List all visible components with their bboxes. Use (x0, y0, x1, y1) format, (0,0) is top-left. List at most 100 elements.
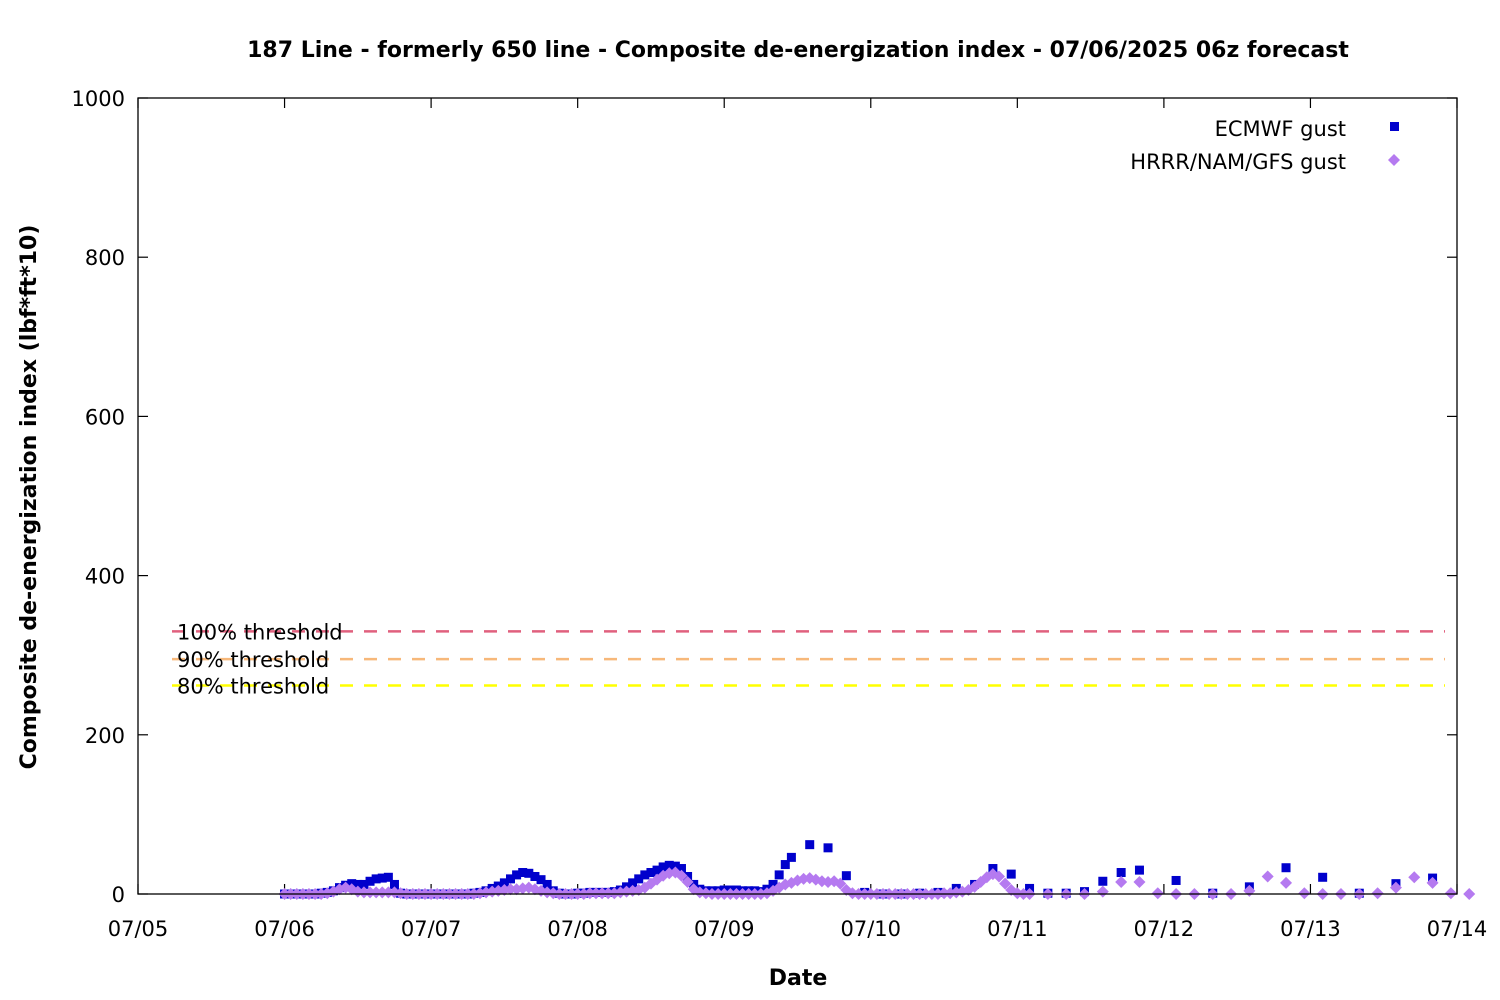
ecmwf-point (676, 864, 686, 874)
ecmwf-point (536, 875, 546, 885)
ecmwf-point (640, 870, 650, 880)
ecmwf-point (1006, 869, 1016, 879)
hrrr-point (376, 886, 389, 899)
y-tick-label: 200 (85, 724, 125, 748)
ecmwf-point (542, 879, 552, 889)
hrrr-point (596, 887, 609, 900)
hrrr-point (993, 870, 1006, 883)
y-tick-label: 400 (85, 565, 125, 589)
ecmwf-point (823, 843, 833, 853)
ecmwf-point (805, 840, 815, 850)
hrrr-point (999, 877, 1012, 890)
x-tick-label: 07/05 (108, 917, 169, 941)
hrrr-point (583, 887, 596, 900)
ecmwf-point (353, 879, 363, 889)
ecmwf-point (841, 871, 851, 881)
threshold-label: 80% threshold (177, 674, 329, 698)
hrrr-point (1115, 876, 1128, 889)
y-tick-label: 0 (112, 883, 125, 907)
ecmwf-point (1098, 876, 1108, 886)
hrrr-point (370, 886, 383, 899)
hrrr-point (1408, 871, 1421, 884)
ecmwf-point (664, 860, 674, 870)
hrrr-point (1444, 887, 1457, 900)
hrrr-point (1096, 885, 1109, 898)
hrrr-point (938, 887, 951, 900)
hrrr-point (675, 869, 688, 882)
ecmwf-point (658, 862, 668, 872)
y-tick-label: 1000 (72, 87, 125, 111)
x-tick-label: 07/07 (401, 917, 462, 941)
ecmwf-point (646, 868, 656, 878)
hrrr-point (602, 887, 615, 900)
chart-title: 187 Line - formerly 650 line - Composite… (247, 38, 1349, 63)
hrrr-point (1298, 887, 1311, 900)
ecmwf-point (505, 874, 515, 884)
hrrr-point (382, 886, 395, 899)
x-tick-label: 07/10 (841, 917, 902, 941)
ecmwf-point (383, 872, 393, 882)
ecmwf-point (768, 879, 778, 889)
ecmwf-point (780, 860, 790, 870)
y-tick-label: 600 (85, 405, 125, 429)
legend-marker-ecmwf (1390, 122, 1399, 131)
hrrr-point (1133, 876, 1146, 889)
ecmwf-point (628, 878, 638, 888)
ecmwf-point (1116, 868, 1126, 878)
hrrr-point (681, 876, 694, 889)
ecmwf-point (1281, 863, 1291, 873)
hrrr-point (589, 887, 602, 900)
y-tick-label: 800 (85, 246, 125, 270)
data-points (278, 840, 1476, 900)
hrrr-point (834, 877, 847, 890)
ecmwf-point (670, 861, 680, 871)
ecmwf-point (389, 879, 399, 889)
hrrr-point (504, 883, 517, 896)
x-tick-label: 07/14 (1427, 917, 1488, 941)
ecmwf-point (377, 873, 387, 883)
legend-label-hrrr: HRRR/NAM/GFS gust (1130, 150, 1346, 174)
x-tick-label: 07/06 (254, 917, 315, 941)
plot-frame (137, 97, 1458, 895)
x-tick-label: 07/13 (1280, 917, 1341, 941)
hrrr-point (1371, 887, 1384, 900)
ecmwf-point (359, 879, 369, 889)
x-axis-label: Date (769, 966, 828, 991)
ecmwf-point (1171, 875, 1181, 885)
x-tick-label: 07/11 (987, 917, 1048, 941)
x-tick-label: 07/08 (547, 917, 608, 941)
x-tick-label: 07/12 (1134, 917, 1195, 941)
hrrr-point (1261, 870, 1274, 883)
threshold-label: 100% threshold (177, 620, 343, 644)
legend-marker-hrrr (1388, 154, 1400, 166)
ecmwf-point (786, 852, 796, 862)
x-tick-label: 07/09 (694, 917, 755, 941)
legend-label-ecmwf: ECMWF gust (1215, 117, 1346, 141)
threshold-label: 90% threshold (177, 648, 329, 672)
ecmwf-point (530, 871, 540, 881)
hrrr-point (1426, 876, 1439, 889)
ecmwf-point (518, 868, 528, 878)
hrrr-point (1151, 887, 1164, 900)
ecmwf-point (1318, 872, 1328, 882)
hrrr-point (1463, 888, 1476, 900)
ecmwf-point (365, 876, 375, 886)
hrrr-point (357, 886, 370, 899)
hrrr-point (1280, 876, 1293, 889)
ecmwf-point (634, 874, 644, 884)
ecmwf-point (512, 870, 522, 880)
legend: ECMWF gust HRRR/NAM/GFS gust (1130, 117, 1400, 174)
ecmwf-point (371, 874, 381, 884)
ecmwf-point (524, 868, 534, 878)
ecmwf-point (774, 870, 784, 880)
hrrr-point (364, 886, 377, 899)
ecmwf-point (652, 865, 662, 875)
hrrr-point (1389, 881, 1402, 894)
ecmwf-point (1134, 865, 1144, 875)
ecmwf-point (499, 878, 509, 888)
y-axis-label: Composite de-energization index (lbf*ft*… (17, 225, 42, 770)
axis-tick-labels: 07/05 07/06 07/07 07/08 07/09 07/10 07/11 07/12… (72, 87, 1488, 941)
axis-ticks (137, 97, 1458, 895)
